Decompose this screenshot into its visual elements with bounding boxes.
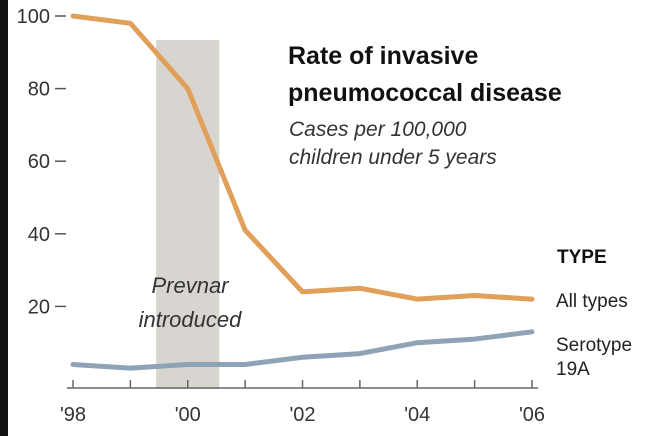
x-tick-label: '02 xyxy=(289,404,315,426)
x-tick-label: '04 xyxy=(404,404,430,426)
y-axis: 20 40 60 80 100 xyxy=(17,6,66,318)
x-tick-label: '06 xyxy=(519,404,545,426)
y-tick-label: 80 xyxy=(28,79,50,101)
legend-title: TYPE xyxy=(557,247,607,268)
series-line-serotype-19a xyxy=(70,329,535,371)
y-tick-label: 40 xyxy=(28,224,50,246)
prevnar-label-line-1: Prevnar xyxy=(151,273,229,298)
chart-subtitle-line-2: children under 5 years xyxy=(289,146,497,169)
prevnar-band xyxy=(156,40,220,389)
series-line-all-types xyxy=(70,13,535,302)
series-lines xyxy=(70,13,535,371)
x-axis: '98 '00 '02 '04 '06 xyxy=(60,380,545,426)
y-tick-label: 100 xyxy=(17,6,50,28)
legend-label-serotype-19a: Serotype 19A xyxy=(556,335,633,380)
y-tick-label: 60 xyxy=(28,151,50,173)
prevnar-label-line-2: introduced xyxy=(138,307,242,332)
chart-subtitle-line-1: Cases per 100,000 xyxy=(289,118,467,141)
x-tick-label: '00 xyxy=(175,404,201,426)
left-edge-bar xyxy=(0,0,8,436)
chart-title-line-1: Rate of invasive xyxy=(288,42,479,70)
legend-label-all-types: All types xyxy=(556,291,628,312)
x-tick-label: '98 xyxy=(60,404,86,426)
y-tick-label: 20 xyxy=(28,296,50,318)
chart-title-line-2: pneumococcal disease xyxy=(288,79,562,107)
